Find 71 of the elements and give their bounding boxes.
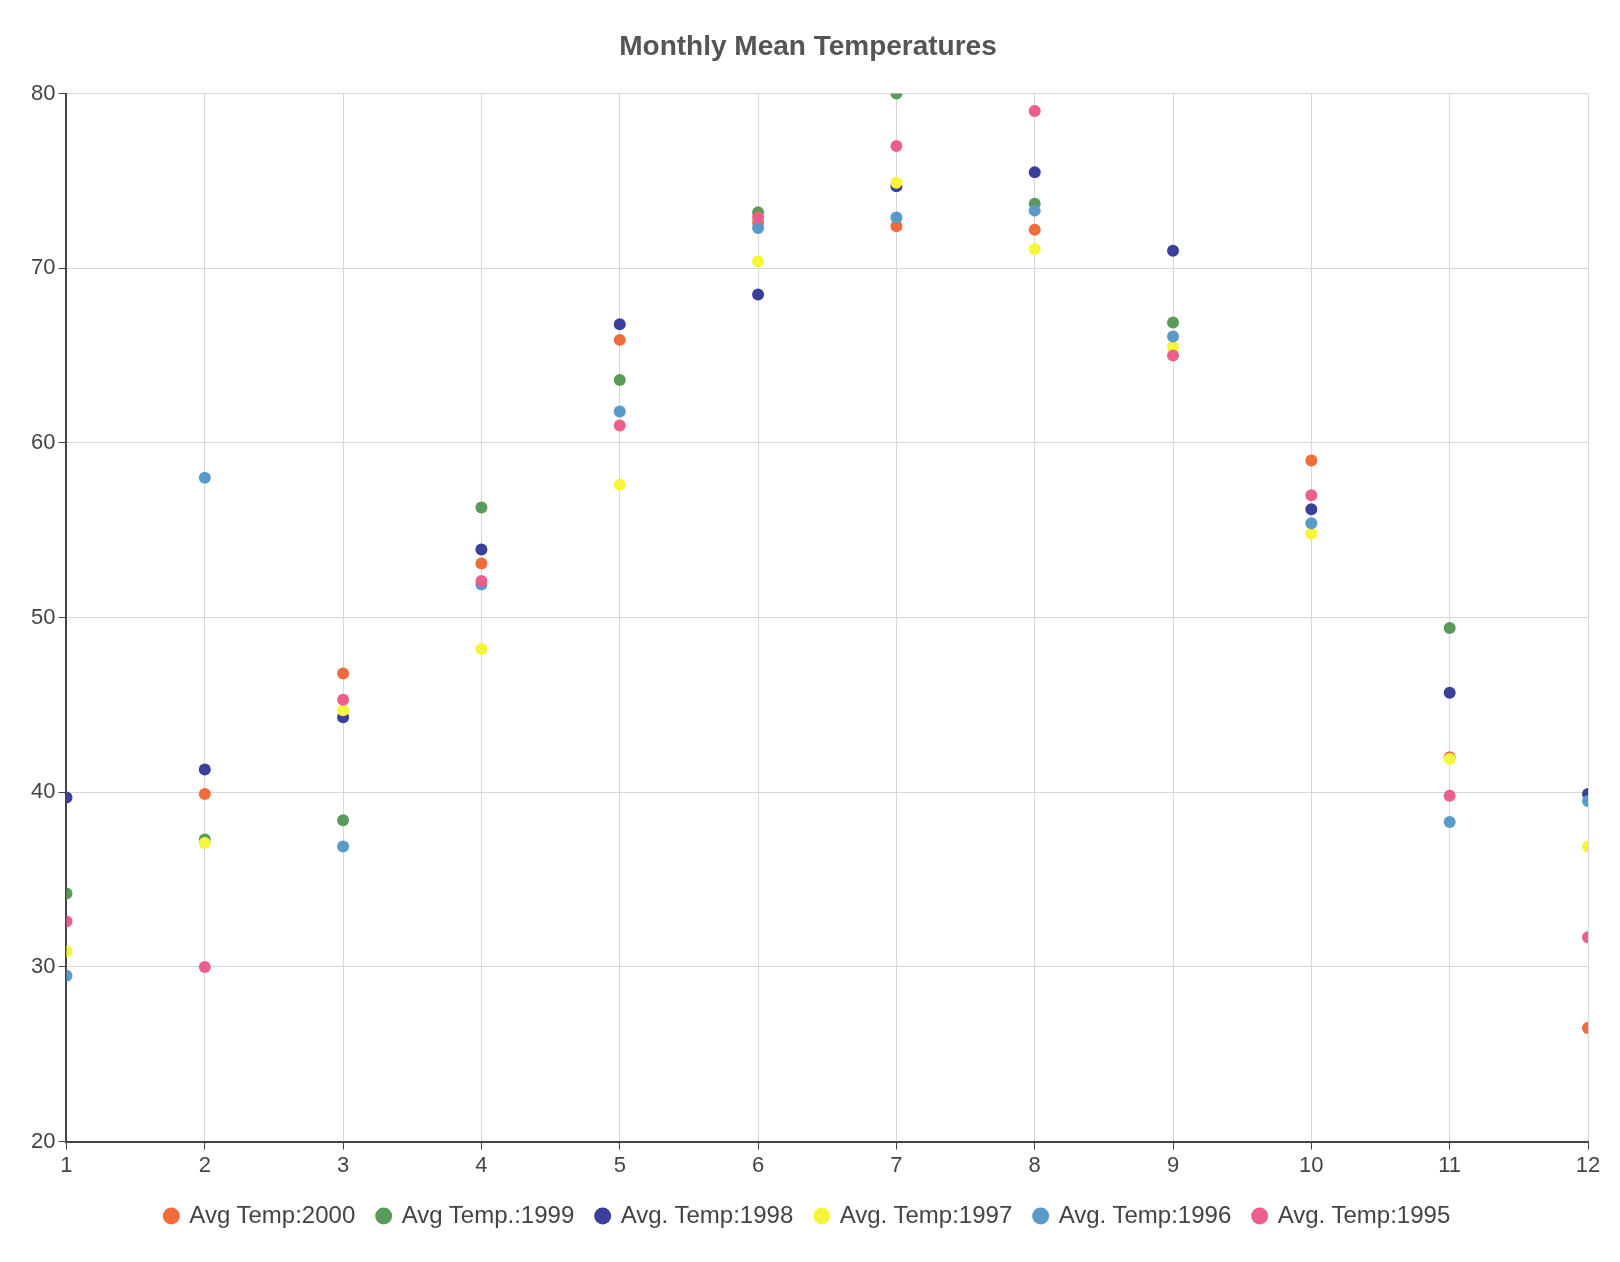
y-tick-label: 70 [30,254,56,280]
point [337,840,350,853]
point [890,140,903,152]
legend-label: Avg Temp.:1999 [401,1200,575,1228]
point [1305,454,1318,467]
point [613,333,626,346]
legend-label: Avg Temp:2000 [189,1200,356,1228]
legend-label: Avg. Temp:1997 [839,1200,1013,1228]
point [1443,789,1456,802]
point [752,222,765,235]
point [613,374,626,387]
chart-title: Monthly Mean Temperatures [619,29,997,61]
point [1028,105,1041,118]
point [475,574,488,587]
point [337,814,350,827]
point [1028,204,1041,217]
point [1167,244,1180,257]
point [1305,527,1318,540]
point [613,405,626,418]
point [613,318,626,331]
point [890,176,903,189]
y-tick-label: 30 [30,953,56,978]
y-tick-label: 50 [30,603,56,629]
x-tick-label: 5 [613,1151,626,1177]
point [752,211,765,224]
x-tick-label: 11 [1438,1151,1462,1177]
point [1443,815,1456,828]
point [1305,489,1318,502]
y-tick-label: 20 [30,1127,56,1153]
x-tick-label: 10 [1299,1151,1324,1177]
point [337,667,350,680]
point [890,211,903,224]
point [475,501,488,514]
point [1167,330,1180,343]
point [337,704,350,717]
x-tick-label: 1 [60,1151,73,1177]
x-tick-label: 4 [475,1151,488,1177]
point [1167,349,1180,362]
point [198,960,211,973]
point [1443,686,1456,699]
point [1028,243,1041,256]
x-tick-label: 2 [198,1151,211,1177]
point [198,763,211,776]
point [198,788,211,801]
point [1028,223,1041,236]
legend-label: Avg. Temp:1996 [1058,1200,1232,1228]
x-tick-label: 12 [1575,1151,1601,1177]
point [613,419,626,432]
point [1305,517,1318,530]
y-tick-label: 80 [30,79,56,105]
y-tick-label: 60 [30,429,56,454]
point [475,643,488,656]
x-tick-label: 7 [890,1151,903,1177]
point [475,543,488,556]
point [198,471,211,484]
x-tick-label: 9 [1166,1151,1180,1177]
point [752,255,765,268]
x-tick-label: 8 [1028,1151,1041,1177]
point [475,557,488,570]
point [1443,622,1456,635]
y-tick-label: 40 [30,778,56,804]
point [1305,503,1318,516]
x-tick-label: 3 [336,1151,350,1177]
point [613,478,626,491]
point [752,288,765,301]
point [337,693,350,706]
point [1167,316,1180,329]
x-tick-label: 6 [751,1151,765,1177]
point [1028,166,1041,179]
legend-label: Avg. Temp:1995 [1277,1200,1451,1228]
legend-label: Avg. Temp:1998 [620,1200,794,1228]
